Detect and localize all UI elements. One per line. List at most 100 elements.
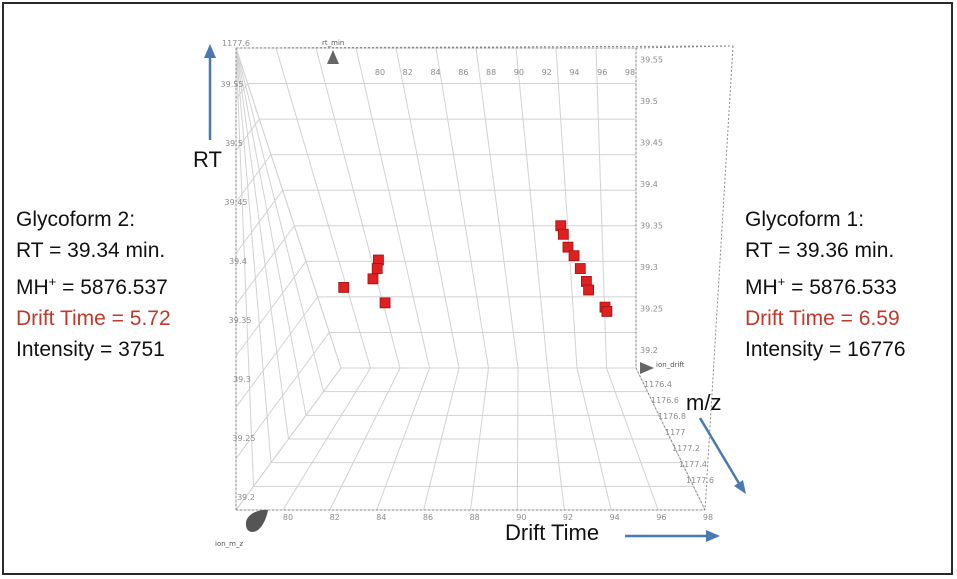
y-tick-label-left: 39.2 [237, 493, 255, 502]
rt-min-axis-name: rt_min [322, 39, 344, 47]
back-wall-vline [595, 47, 607, 369]
x-tick-label-bottom: 94 [610, 513, 620, 522]
x-tick-label-bottom: 86 [423, 513, 433, 522]
left-wall-vline [235, 47, 272, 463]
left-wall-hline [235, 83, 249, 100]
x-tick-label-top: 92 [542, 68, 552, 77]
x-tick-label-top: 98 [625, 68, 635, 77]
x-tick-label-bottom: 92 [563, 513, 573, 522]
y-tick-label-right: 39.45 [640, 139, 663, 148]
y-tick-label-right: 39.55 [640, 56, 663, 65]
z-tick-label: 1177.4 [679, 460, 707, 469]
z-tick-label: 1176.8 [658, 412, 686, 421]
left-wall-vline [235, 47, 307, 416]
y-tick-label-left: 39.25 [233, 434, 256, 443]
back-wall-vline [435, 47, 489, 369]
ion-drift-axis-name: ion_drift [656, 361, 685, 369]
bounding-box [235, 45, 734, 511]
y-tick-label-left: 39.4 [229, 257, 247, 266]
glycoform2-title: Glycoform 2: [16, 208, 136, 231]
data-markers [338, 220, 613, 317]
left-wall-hline [235, 261, 307, 357]
data-point-series-1 [338, 282, 350, 293]
drift-axis-label: Drift Time [505, 520, 600, 545]
glycoform2-rt: RT = 39.34 min. [16, 239, 166, 262]
glycoform1-intensity: Intensity = 16776 [745, 338, 906, 361]
glycoform2-drift: Drift Time = 5.72 [16, 307, 171, 330]
rt-axis-label: RT [193, 147, 222, 172]
z-tick-label: 1177 [665, 428, 685, 437]
mz-axis-label: m/z [686, 390, 722, 415]
left-wall-hline [235, 296, 319, 408]
y-tick-label-right: 39.2 [640, 346, 658, 355]
z-tick-label: 1176.6 [651, 396, 679, 405]
back-wall-vline [475, 47, 519, 369]
left-wall-hline [235, 225, 295, 305]
bounding-box-edge [635, 45, 734, 49]
y-tick-label-left: 39.3 [233, 375, 251, 384]
glycoform1-info: Glycoform 1: RT = 39.36 min. MH+ = 5876.… [745, 204, 906, 365]
x-tick-label-bottom: 80 [283, 513, 293, 522]
back-wall-vline [355, 47, 430, 369]
data-point-series-2 [557, 228, 569, 240]
left-wall-vline [235, 47, 254, 487]
data-point-series-2 [568, 250, 580, 262]
back-wall-vline [315, 47, 401, 369]
data-point-series-2 [562, 241, 574, 253]
drift-axis-cone-icon [640, 362, 654, 374]
x-tick-label-top: 90 [514, 68, 524, 77]
x-tick-label-bottom: 90 [516, 513, 526, 522]
z-tick-label: 1177.6 [686, 476, 714, 485]
back-wall-vline [515, 47, 548, 369]
y-tick-label-right: 39.25 [640, 305, 663, 314]
mz-axis-cone-icon [245, 509, 268, 532]
x-tick-label-top: 82 [403, 68, 413, 77]
y-tick-label-right: 39.4 [640, 180, 658, 189]
z-tick-label: 1176.4 [644, 380, 672, 389]
back-wall-vline [555, 47, 578, 369]
y-top-tick-label: 1177.6 [222, 39, 250, 48]
x-tick-label-top: 80 [375, 68, 385, 77]
mz-arrow-shaft [698, 417, 742, 486]
y-tick-label-right: 39.3 [640, 263, 658, 272]
glycoform1-drift: Drift Time = 6.59 [745, 307, 900, 330]
glycoform1-mh-sup: + [777, 274, 786, 289]
glycoform2-intensity: Intensity = 3751 [16, 338, 165, 361]
data-point-series-2 [583, 284, 594, 296]
x-tick-label-bottom: 84 [376, 513, 386, 522]
x-tick-label-top: 94 [569, 68, 579, 77]
x-tick-label-top: 84 [430, 68, 440, 77]
left-wall-vline [235, 47, 289, 440]
glycoform1-mh-value: = 5876.533 [785, 276, 897, 299]
x-tick-label-bottom: 88 [470, 513, 480, 522]
left-wall-hline [235, 189, 284, 254]
bounding-box-edge [235, 45, 734, 49]
data-point-series-2 [574, 263, 586, 274]
axis-arrows [208, 54, 742, 538]
bounding-box-edge [704, 45, 734, 511]
z-tick-label: 1177.2 [672, 444, 700, 453]
back-wall-vline [275, 47, 371, 369]
data-point-series-2 [601, 306, 613, 317]
data-point-series-1 [379, 297, 391, 309]
left-wall-vline [235, 47, 342, 369]
drift-arrow-head-icon [706, 530, 720, 542]
glycoform1-title: Glycoform 1: [745, 208, 865, 231]
left-wall-hline [235, 332, 330, 459]
y-tick-label-left: 39.5 [225, 139, 243, 148]
glycoform1-mh: MH+ = 5876.533 [745, 266, 906, 303]
left-wall-hline [235, 118, 260, 151]
x-tick-label-bottom: 96 [656, 513, 666, 522]
rt-arrow-head-icon [204, 44, 216, 58]
y-tick-label-right: 39.5 [640, 97, 658, 106]
glycoform2-info: Glycoform 2: RT = 39.34 min. MH+ = 5876.… [16, 204, 171, 365]
data-point-series-1 [371, 263, 383, 274]
rt-axis-cone-icon [327, 50, 339, 64]
y-tick-label-right: 39.35 [640, 222, 663, 231]
back-wall-vline [395, 47, 460, 369]
glycoform2-mh-prefix: MH [16, 276, 49, 299]
x-tick-label-bottom: 82 [330, 513, 340, 522]
x-tick-label-bottom: 98 [703, 513, 713, 522]
left-wall-hline [235, 154, 272, 203]
